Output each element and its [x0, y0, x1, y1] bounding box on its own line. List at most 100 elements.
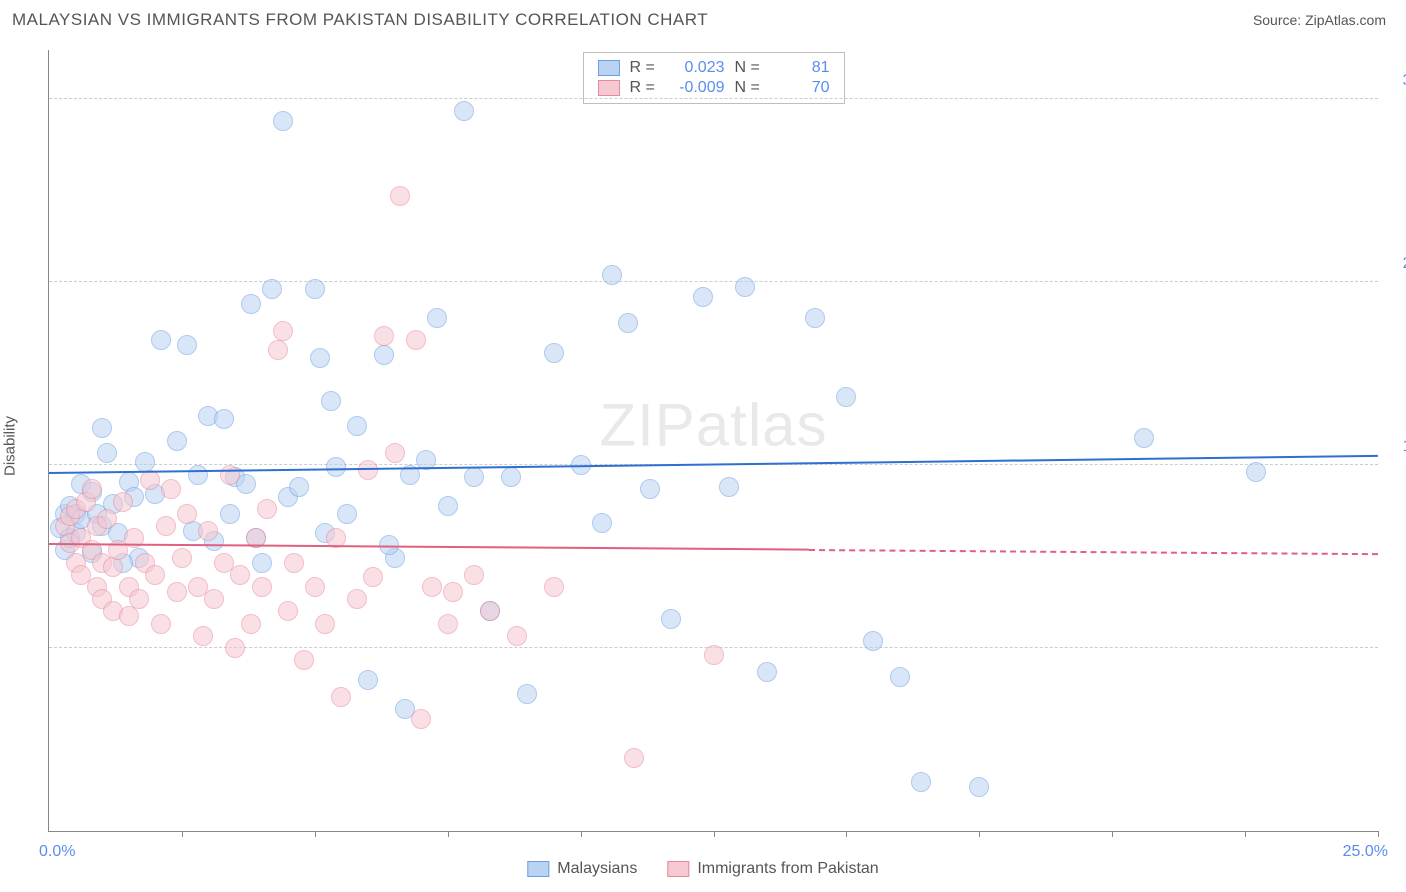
x-tick — [1112, 831, 1113, 837]
data-point — [252, 577, 272, 597]
data-point — [273, 111, 293, 131]
data-point — [188, 465, 208, 485]
legend-label: Malaysians — [557, 860, 637, 878]
data-point — [863, 631, 883, 651]
x-tick — [1245, 831, 1246, 837]
legend-swatch — [598, 60, 620, 76]
data-point — [220, 504, 240, 524]
x-tick — [1378, 831, 1379, 837]
n-value: 70 — [775, 79, 830, 97]
legend-item: Malaysians — [527, 860, 637, 878]
data-point — [480, 601, 500, 621]
data-point — [704, 645, 724, 665]
data-point — [438, 614, 458, 634]
data-point — [618, 313, 638, 333]
data-point — [501, 467, 521, 487]
data-point — [305, 577, 325, 597]
data-point — [969, 777, 989, 797]
data-point — [385, 443, 405, 463]
data-point — [592, 513, 612, 533]
stats-row: R =0.023N =81 — [598, 58, 830, 78]
scatter-chart: ZIPatlas R =0.023N =81R =-0.009N =70 0.0… — [48, 50, 1378, 832]
data-point — [347, 416, 367, 436]
grid-line — [49, 281, 1378, 282]
data-point — [119, 606, 139, 626]
data-point — [177, 335, 197, 355]
data-point — [331, 687, 351, 707]
data-point — [464, 467, 484, 487]
x-max-label: 25.0% — [1343, 843, 1388, 861]
data-point — [198, 521, 218, 541]
data-point — [156, 516, 176, 536]
data-point — [103, 557, 123, 577]
data-point — [252, 553, 272, 573]
data-point — [151, 330, 171, 350]
data-point — [289, 477, 309, 497]
x-tick — [448, 831, 449, 837]
data-point — [464, 565, 484, 585]
data-point — [358, 670, 378, 690]
data-point — [422, 577, 442, 597]
n-label: N = — [735, 79, 765, 97]
data-point — [278, 601, 298, 621]
data-point — [1134, 428, 1154, 448]
data-point — [363, 567, 383, 587]
data-point — [294, 650, 314, 670]
data-point — [151, 614, 171, 634]
x-tick — [979, 831, 980, 837]
trend-line-dashed — [809, 549, 1378, 555]
data-point — [661, 609, 681, 629]
source-label: Source: ZipAtlas.com — [1253, 12, 1386, 28]
grid-line — [49, 98, 1378, 99]
data-point — [315, 614, 335, 634]
data-point — [719, 477, 739, 497]
data-point — [427, 308, 447, 328]
y-tick-label: 22.5% — [1388, 255, 1406, 273]
data-point — [374, 345, 394, 365]
n-label: N = — [735, 59, 765, 77]
data-point — [836, 387, 856, 407]
x-tick — [182, 831, 183, 837]
data-point — [92, 418, 112, 438]
data-point — [624, 748, 644, 768]
data-point — [390, 186, 410, 206]
data-point — [406, 330, 426, 350]
data-point — [544, 343, 564, 363]
x-tick — [714, 831, 715, 837]
data-point — [602, 265, 622, 285]
stats-row: R =-0.009N =70 — [598, 78, 830, 98]
x-tick — [846, 831, 847, 837]
data-point — [82, 479, 102, 499]
data-point — [805, 308, 825, 328]
n-value: 81 — [775, 59, 830, 77]
data-point — [507, 626, 527, 646]
data-point — [257, 499, 277, 519]
data-point — [321, 391, 341, 411]
data-point — [145, 565, 165, 585]
trend-line — [49, 543, 809, 551]
data-point — [374, 326, 394, 346]
data-point — [735, 277, 755, 297]
data-point — [172, 548, 192, 568]
data-point — [273, 321, 293, 341]
data-point — [262, 279, 282, 299]
data-point — [204, 589, 224, 609]
data-point — [214, 409, 234, 429]
watermark-left: ZIP — [599, 391, 695, 458]
legend-swatch — [527, 861, 549, 877]
data-point — [193, 626, 213, 646]
legend-item: Immigrants from Pakistan — [667, 860, 878, 878]
r-label: R = — [630, 59, 660, 77]
data-point — [890, 667, 910, 687]
data-point — [167, 431, 187, 451]
data-point — [443, 582, 463, 602]
data-point — [161, 479, 181, 499]
data-point — [177, 504, 197, 524]
y-tick-label: 7.5% — [1388, 621, 1406, 639]
data-point — [640, 479, 660, 499]
data-point — [438, 496, 458, 516]
data-point — [225, 638, 245, 658]
data-point — [544, 577, 564, 597]
data-point — [411, 709, 431, 729]
data-point — [454, 101, 474, 121]
